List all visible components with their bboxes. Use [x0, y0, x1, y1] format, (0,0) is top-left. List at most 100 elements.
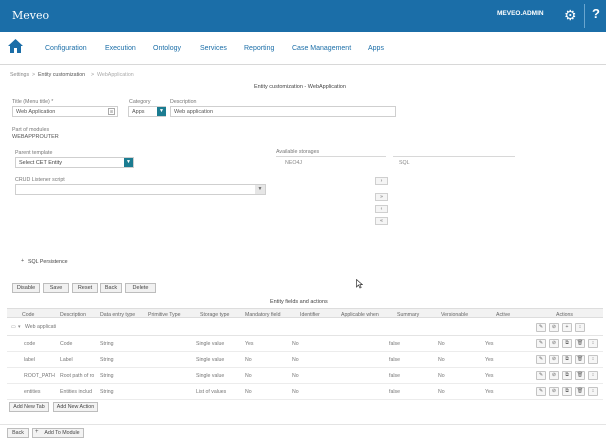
cell-versionable: No — [438, 389, 445, 395]
crud-listener-label: CRUD Listener script — [15, 177, 65, 183]
col-active: Active — [496, 312, 511, 318]
delete-icon[interactable]: ⊘ — [549, 371, 559, 380]
copy-icon[interactable]: ⧉ — [562, 387, 572, 396]
nav-services[interactable]: Services — [200, 45, 227, 52]
app-logo[interactable]: Meveo — [12, 9, 50, 22]
trash-icon[interactable]: 🗑 — [575, 387, 585, 396]
reset-button[interactable]: Reset — [72, 283, 98, 293]
folder-icon: ▭ — [11, 324, 16, 330]
save-button[interactable]: Save — [43, 283, 69, 293]
nav-execution[interactable]: Execution — [105, 45, 136, 52]
col-storage-type: Storage type — [200, 312, 230, 318]
move-icon[interactable]: ↕ — [588, 355, 598, 364]
group-label[interactable]: Web applicati — [25, 324, 57, 330]
cell-summary: false — [389, 341, 400, 347]
cell-description: Entities includ — [60, 389, 93, 395]
col-identifier: Identifier — [300, 312, 320, 318]
delete-icon[interactable]: ⊘ — [549, 387, 559, 396]
breadcrumb-separator: > — [32, 72, 36, 78]
move-icon[interactable]: ↕ — [588, 387, 598, 396]
cell-identifier: No — [292, 357, 299, 363]
footer-back-button[interactable]: Back — [7, 428, 29, 438]
move-icon[interactable]: ↕ — [588, 339, 598, 348]
cell-summary: false — [389, 389, 400, 395]
cell-active: Yes — [485, 389, 494, 395]
col-versionable: Versionable — [441, 312, 469, 318]
storage-neo4j[interactable]: NEO4J — [285, 160, 303, 166]
gear-icon[interactable]: ⚙ — [564, 7, 577, 23]
breadcrumb-settings[interactable]: Settings — [10, 72, 30, 78]
cell-description: Label — [60, 357, 73, 363]
col-summary: Summary — [397, 312, 420, 318]
table-row[interactable] — [7, 352, 603, 368]
edit-icon[interactable]: ✎ — [536, 323, 546, 332]
arrow-right-icon[interactable]: › — [375, 177, 388, 185]
nav-case-management[interactable]: Case Management — [292, 45, 352, 52]
table-row[interactable] — [7, 336, 603, 352]
nav-reporting[interactable]: Reporting — [244, 45, 275, 52]
home-icon[interactable] — [7, 38, 24, 54]
table-row[interactable] — [7, 384, 603, 400]
move-icon[interactable]: ↕ — [588, 371, 598, 380]
chevron-down-icon[interactable]: ▾ — [18, 324, 21, 330]
trash-icon[interactable]: 🗑 — [575, 355, 585, 364]
parent-template-select[interactable]: Select CET Entity — [15, 157, 134, 168]
arrow-left-icon[interactable]: ‹ — [375, 205, 388, 213]
back-button[interactable]: Back — [100, 283, 122, 293]
edit-icon[interactable]: ✎ — [536, 355, 546, 364]
crud-listener-select[interactable] — [15, 184, 266, 195]
delete-button[interactable]: Delete — [125, 283, 156, 293]
plus-icon[interactable]: + — [21, 258, 25, 264]
nav-ontology[interactable]: Ontology — [153, 45, 182, 52]
edit-icon[interactable]: ✎ — [536, 339, 546, 348]
arrow-left-icon[interactable]: « — [375, 217, 388, 225]
breadcrumb-separator: > — [91, 72, 95, 78]
cell-active: Yes — [485, 357, 494, 363]
chevron-down-icon[interactable]: ▼ — [255, 185, 265, 194]
table-row[interactable] — [7, 368, 603, 384]
add-new-action-button[interactable]: Add New Action — [53, 402, 98, 412]
chevron-down-icon[interactable]: ▼ — [157, 107, 166, 116]
copy-icon[interactable]: ⧉ — [562, 339, 572, 348]
cell-versionable: No — [438, 341, 445, 347]
copy-icon[interactable]: ⧉ — [562, 371, 572, 380]
trash-icon[interactable]: 🗑 — [575, 339, 585, 348]
add-to-module-button[interactable]: Add To Module — [32, 428, 84, 438]
parent-template-label: Parent template — [15, 150, 53, 156]
description-input[interactable]: Web application — [170, 106, 396, 117]
chevron-down-icon[interactable]: ▼ — [124, 158, 133, 167]
col-description: Description — [60, 312, 86, 318]
cell-data-type: String — [100, 357, 114, 363]
move-icon[interactable]: ↕ — [575, 323, 585, 332]
nav-configuration[interactable]: Configuration — [45, 45, 87, 52]
form-title: Entity customization - WebApplication — [254, 84, 346, 90]
cell-storage: Single value — [196, 341, 225, 347]
fields-title: Entity fields and actions — [270, 299, 328, 305]
delete-icon[interactable]: ⊘ — [549, 355, 559, 364]
cell-identifier: No — [292, 341, 299, 347]
sql-persistence-toggle[interactable]: SQL Persistence — [28, 259, 68, 265]
cell-summary: false — [389, 373, 400, 379]
cell-identifier: No — [292, 389, 299, 395]
breadcrumb-entity-customization[interactable]: Entity customization — [38, 72, 86, 78]
edit-icon[interactable]: ✎ — [536, 371, 546, 380]
storage-sql[interactable]: SQL — [399, 160, 410, 166]
delete-icon[interactable]: ⊘ — [549, 339, 559, 348]
edit-icon[interactable]: ✎ — [536, 387, 546, 396]
add-new-tab-button[interactable]: Add New Tab — [9, 402, 49, 412]
user-name[interactable]: MEVEO.ADMIN — [497, 10, 544, 17]
cell-active: Yes — [485, 373, 494, 379]
nav-apps[interactable]: Apps — [368, 45, 384, 52]
cell-description: Code — [60, 341, 73, 347]
translate-icon[interactable]: ⊞ — [108, 108, 115, 115]
cursor-icon — [356, 279, 363, 289]
help-icon[interactable]: ? — [592, 6, 600, 21]
arrow-right-icon[interactable]: » — [375, 193, 388, 201]
cell-storage: Single value — [196, 357, 225, 363]
title-input[interactable]: Web Application — [12, 106, 118, 117]
delete-icon[interactable]: ⊘ — [549, 323, 559, 332]
trash-icon[interactable]: 🗑 — [575, 371, 585, 380]
copy-icon[interactable]: ⧉ — [562, 355, 572, 364]
add-icon[interactable]: + — [562, 323, 572, 332]
disable-button[interactable]: Disable — [12, 283, 40, 293]
